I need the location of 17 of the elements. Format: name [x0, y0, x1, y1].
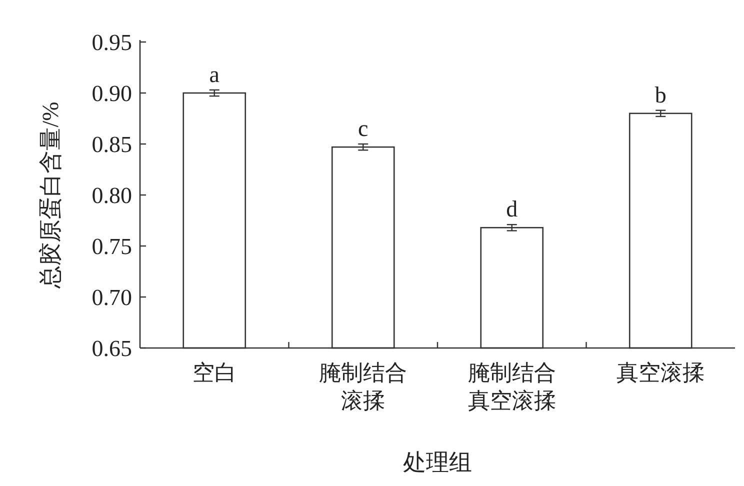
y-tick-label: 0.85: [92, 132, 132, 157]
y-tick-label: 0.70: [92, 285, 132, 310]
y-tick-label: 0.80: [92, 183, 132, 208]
x-tick-label: 腌制结合滚揉: [319, 360, 408, 413]
annotation: d: [506, 196, 518, 222]
x-axis-title: 处理组: [403, 450, 472, 475]
y-tick-label: 0.90: [92, 81, 132, 106]
y-tick-label: 0.75: [92, 234, 132, 259]
y-tick-label: 0.95: [92, 30, 132, 55]
y-tick-label: 0.65: [92, 336, 132, 361]
x-tick-label: 真空滚揉: [616, 360, 705, 385]
annotation: a: [209, 62, 220, 87]
annotation: c: [358, 116, 368, 141]
annotation: b: [654, 82, 666, 108]
x-tick-label: 空白: [192, 360, 236, 385]
y-axis-title: 总胶原蛋白含量/%: [38, 102, 63, 290]
x-tick-label: 腌制结合真空滚揉: [468, 360, 556, 413]
